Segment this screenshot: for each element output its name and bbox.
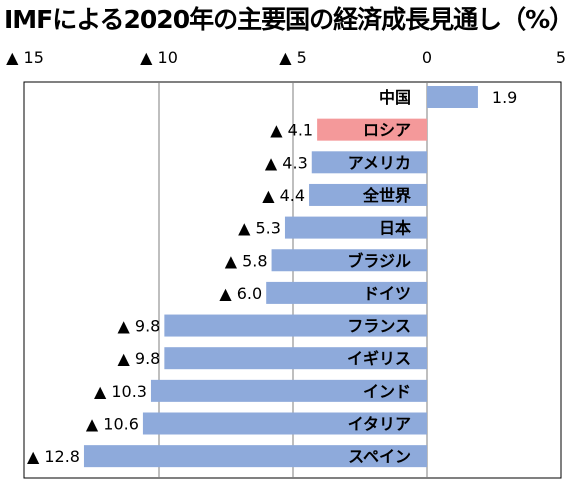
bar bbox=[164, 347, 428, 370]
value-label: ▲ 5.8 bbox=[225, 251, 268, 270]
bar bbox=[284, 216, 427, 239]
category-label: 日本 bbox=[379, 219, 411, 238]
value-label: ▲ 10.3 bbox=[94, 382, 147, 401]
category-label: フランス bbox=[347, 317, 411, 336]
category-label: インド bbox=[363, 382, 411, 401]
bar bbox=[150, 379, 427, 402]
bars bbox=[83, 86, 478, 468]
value-label: ▲ 6.0 bbox=[219, 284, 262, 303]
bar bbox=[427, 86, 478, 108]
value-label: ▲ 9.8 bbox=[118, 349, 161, 368]
bar bbox=[164, 314, 428, 337]
value-label: ▲ 4.3 bbox=[265, 153, 308, 172]
x-tick-label: 5 bbox=[556, 48, 566, 67]
bar bbox=[311, 151, 427, 174]
bar bbox=[83, 445, 428, 468]
value-labels: 1.9 ▲ 4.1 ▲ 4.3 ▲ 4.4 ▲ 5.3 ▲ 5.8 ▲ 6.0 ▲ 9.8 ▲ … bbox=[27, 88, 517, 466]
x-tick-label: ▲ 5 bbox=[279, 48, 307, 67]
x-tick-label: ▲ 10 bbox=[140, 48, 178, 67]
value-label: ▲ 4.1 bbox=[270, 121, 313, 140]
category-label: イタリア bbox=[348, 415, 411, 434]
value-label: ▲ 12.8 bbox=[27, 447, 80, 466]
chart-title: IMFによる2020年の主要国の経済成長見通し（%） bbox=[4, 5, 571, 34]
value-label: ▲ 10.6 bbox=[86, 415, 139, 434]
bar bbox=[309, 183, 427, 206]
category-label: イギリス bbox=[347, 349, 411, 368]
category-label: 中国 bbox=[379, 88, 411, 107]
value-label: ▲ 4.4 bbox=[262, 186, 305, 205]
category-label: 全世界 bbox=[362, 186, 411, 205]
bar bbox=[317, 118, 427, 141]
value-label: 1.9 bbox=[492, 88, 517, 107]
category-label: アメリカ bbox=[348, 153, 411, 172]
bar bbox=[266, 281, 427, 304]
x-tick-label: ▲ 15 bbox=[6, 48, 44, 67]
bar bbox=[271, 249, 427, 272]
gridlines bbox=[158, 82, 428, 478]
category-label: スペイン bbox=[348, 447, 411, 466]
x-tick-label: 0 bbox=[422, 48, 432, 67]
category-label: ブラジル bbox=[347, 251, 411, 270]
value-label: ▲ 9.8 bbox=[118, 317, 161, 336]
bar bbox=[142, 412, 428, 435]
category-label: ロシア bbox=[363, 121, 411, 140]
x-axis-tick-labels: ▲ 15 ▲ 10 ▲ 5 0 5 bbox=[6, 48, 566, 67]
category-label: ドイツ bbox=[363, 284, 411, 303]
value-label: ▲ 5.3 bbox=[238, 219, 281, 238]
